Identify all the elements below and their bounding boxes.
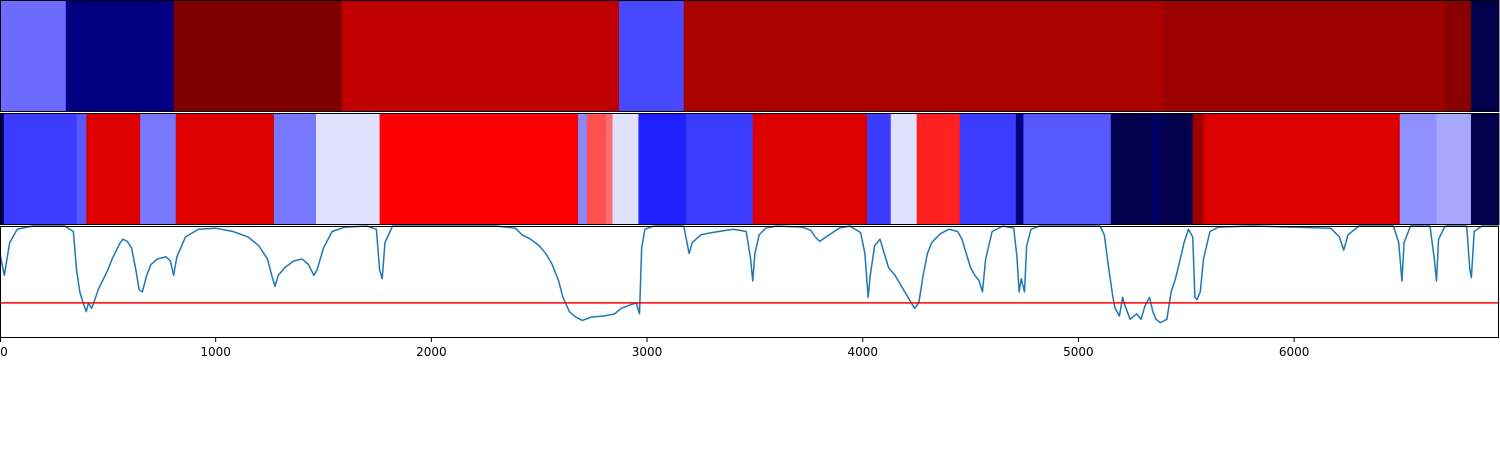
x-tick-label: 3000 <box>632 345 663 359</box>
heatmap-segment <box>273 113 317 225</box>
heatmap-segment <box>959 113 1017 225</box>
x-tick-label: 6000 <box>1279 345 1310 359</box>
heatmap-segment <box>86 113 141 225</box>
heatmap-segment <box>1399 113 1437 225</box>
line-panel-background <box>0 226 1499 338</box>
x-tick-label: 0 <box>0 345 8 359</box>
heatmap-segment <box>1110 113 1153 225</box>
x-tick-label: 5000 <box>1063 345 1094 359</box>
heatmap-segment <box>890 113 918 225</box>
heatmap-segment <box>1470 0 1500 112</box>
heatmap-segment <box>612 113 639 225</box>
heatmap-segment <box>76 113 87 225</box>
heatmap-segment <box>0 113 5 225</box>
heatmap-segment <box>175 113 275 225</box>
heatmap-segment <box>1203 113 1401 225</box>
heatmap-segment <box>867 113 892 225</box>
heatmap-segment <box>1015 113 1024 225</box>
heatmap-segment <box>65 0 175 112</box>
heatmap-segment <box>1445 0 1472 112</box>
x-tick-label: 4000 <box>847 345 878 359</box>
heatmap-segment <box>379 113 579 225</box>
heatmap-segment <box>173 0 343 112</box>
x-tick-label: 2000 <box>416 345 447 359</box>
series-line <box>0 225 1499 324</box>
heatmap-segment <box>578 113 588 225</box>
panel-frame-3 <box>0 226 1499 338</box>
heatmap-segment <box>606 113 613 225</box>
heatmap-segment <box>1192 113 1204 225</box>
heatmap-band-top <box>0 0 1500 112</box>
panel-frames <box>0 0 1499 338</box>
x-axis: 0 1000 2000 3000 4000 5000 6000 <box>0 338 1309 359</box>
line-panel <box>0 225 1499 338</box>
x-tick-label: 1000 <box>200 345 231 359</box>
heatmap-segment <box>341 0 620 112</box>
heatmap-segment <box>1151 113 1161 225</box>
heatmap-segment <box>3 113 77 225</box>
heatmap-segment <box>1160 113 1194 225</box>
heatmap-segment <box>1162 0 1446 112</box>
heatmap-segment <box>140 113 177 225</box>
heatmap-segment <box>0 0 67 112</box>
heatmap-segment <box>619 0 685 112</box>
heatmap-segment <box>1023 113 1112 225</box>
heatmap-segment <box>916 113 961 225</box>
heatmap-segment <box>685 113 754 225</box>
heatmap-segment <box>1470 113 1500 225</box>
heatmap-segment <box>752 113 868 225</box>
heatmap-segment <box>638 113 687 225</box>
panel-frame-1 <box>0 0 1499 112</box>
heatmap-band-middle <box>0 113 1500 225</box>
heatmap-segment <box>315 113 381 225</box>
heatmap-segment <box>586 113 607 225</box>
panel-frame-2 <box>0 113 1499 225</box>
heatmap-segment <box>683 0 1163 112</box>
heatmap-segment <box>1436 113 1472 225</box>
